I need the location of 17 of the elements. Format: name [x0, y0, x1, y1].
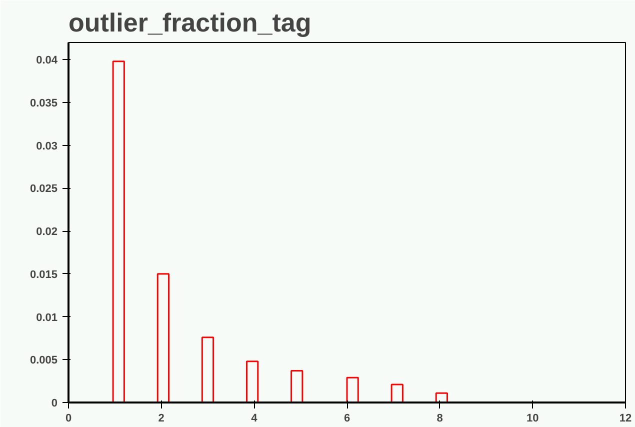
- y-tick-label: 0.035: [30, 98, 58, 110]
- x-tick-label: 6: [344, 412, 350, 424]
- y-tick-label: 0.015: [30, 268, 58, 281]
- x-tick-label: 8: [436, 412, 443, 424]
- y-tick-label: 0.005: [30, 354, 58, 367]
- y-tick-label: 0.03: [36, 140, 58, 152]
- y-tick-label: 0.01: [36, 312, 58, 324]
- y-tick-label: 0.04: [36, 54, 58, 67]
- y-tick-label: 0: [51, 398, 58, 410]
- x-tick-label: 2: [158, 412, 164, 424]
- x-tick-label: 12: [619, 412, 632, 424]
- chart-title: outlier_fraction_tag: [68, 8, 312, 38]
- x-tick-label: 0: [65, 412, 72, 424]
- y-tick-label: 0.02: [36, 226, 58, 238]
- y-tick-label: 0.025: [30, 183, 58, 196]
- x-tick-label: 4: [251, 412, 258, 424]
- x-tick-label: 10: [526, 412, 539, 424]
